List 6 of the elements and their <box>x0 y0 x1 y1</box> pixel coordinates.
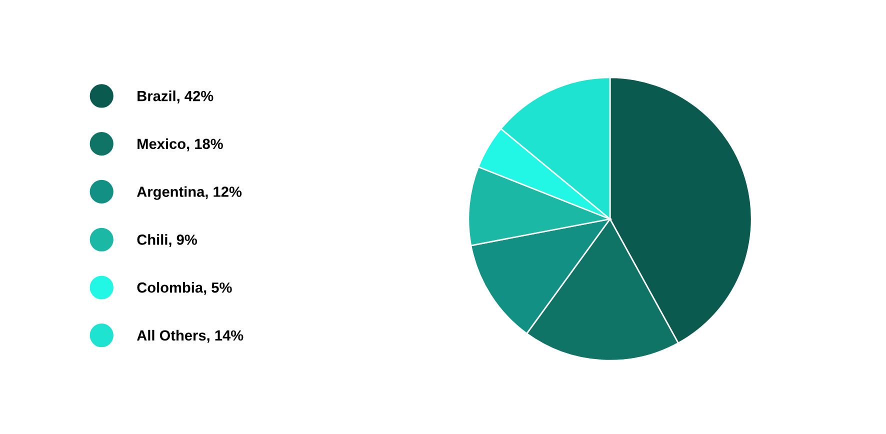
legend-label: Chili, 9% <box>137 234 198 247</box>
legend-label: Colombia, 5% <box>137 282 232 295</box>
legend-label: Argentina, 12% <box>136 186 242 200</box>
legend-label: Brazil, 42% <box>138 90 214 104</box>
legend-label: Mexico, 18% <box>138 138 223 152</box>
legend-label: All Others, 14% <box>136 330 244 343</box>
